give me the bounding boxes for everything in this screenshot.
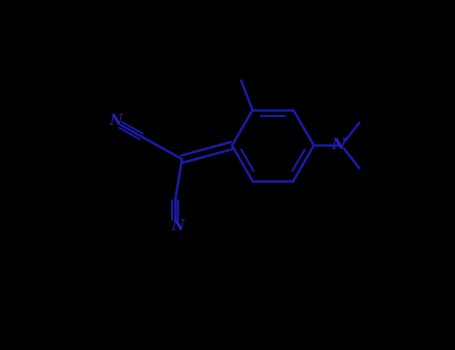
Text: N: N: [332, 139, 346, 153]
Text: N: N: [171, 219, 184, 233]
Text: N: N: [109, 114, 121, 128]
